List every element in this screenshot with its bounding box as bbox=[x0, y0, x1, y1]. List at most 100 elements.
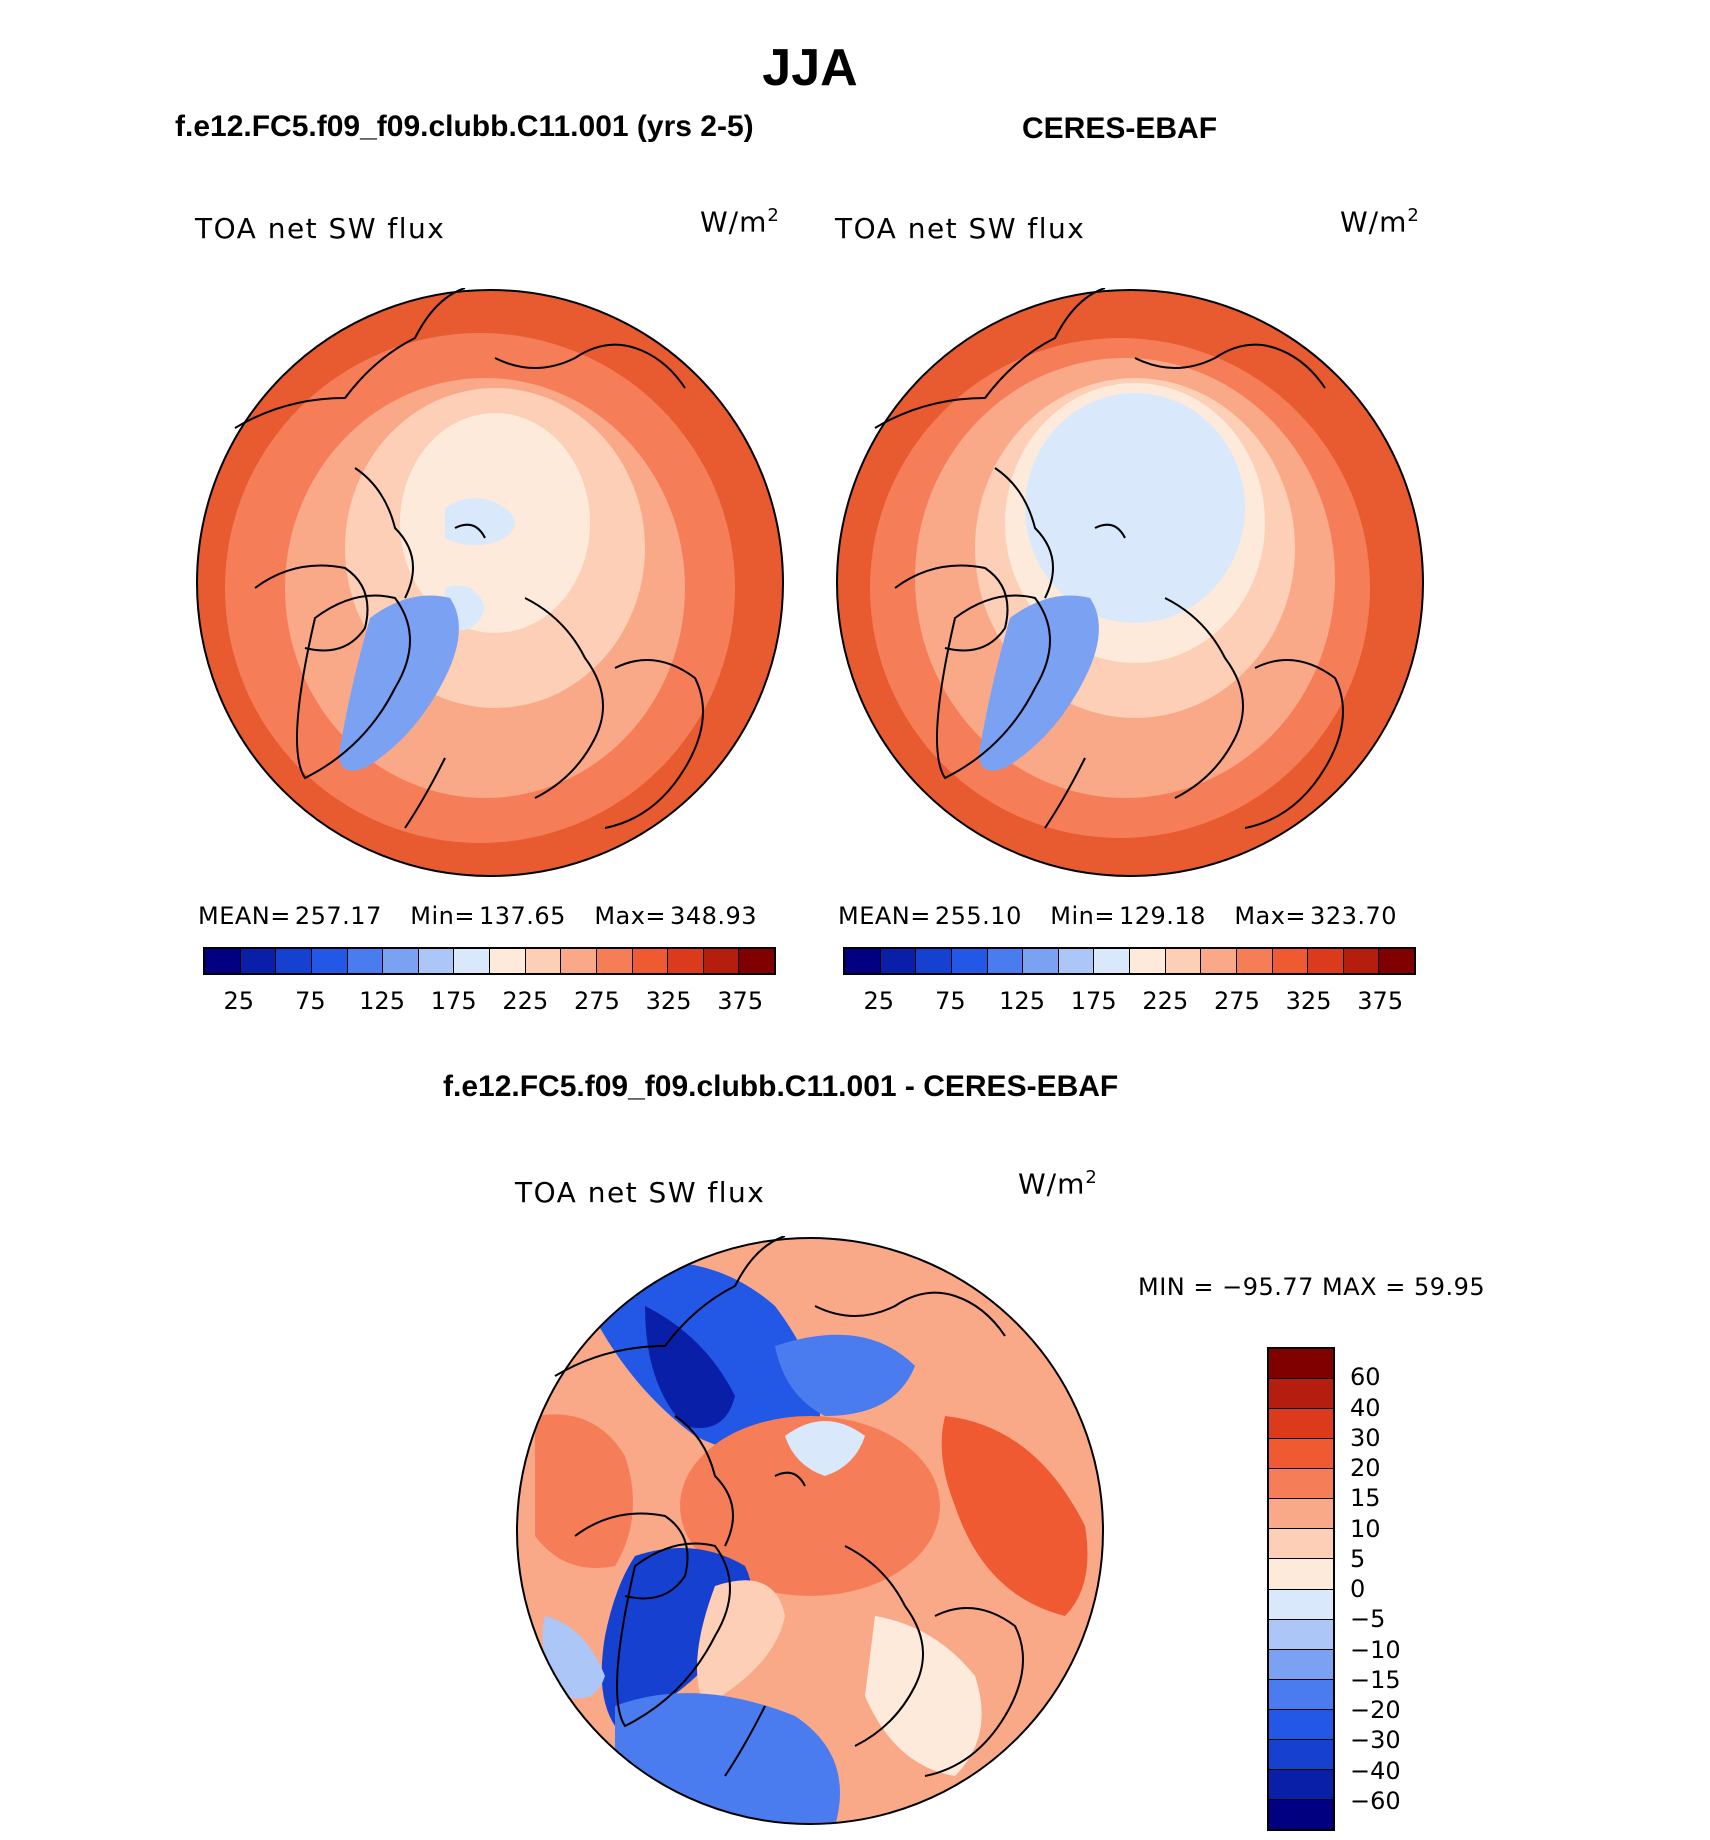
diff-minmax: MIN = −95.77 MAX = 59.95 bbox=[1138, 1273, 1486, 1301]
panel1-colorbar-ticks: 25 75 125 175 225 275 325 375 bbox=[203, 987, 776, 1017]
diff-strong-negative-north bbox=[645, 1306, 735, 1428]
colorbar-swatch bbox=[1269, 1379, 1333, 1410]
diff-positive-center bbox=[680, 1416, 940, 1596]
colorbar-swatch bbox=[383, 949, 419, 973]
panel1-colorbar bbox=[203, 947, 776, 975]
diff-coastlines bbox=[554, 1236, 1024, 1777]
panel1-ice-region bbox=[445, 498, 515, 631]
panel2-polar-map bbox=[836, 288, 1424, 877]
colorbar-swatch bbox=[880, 949, 917, 973]
panel2-colorbar bbox=[843, 947, 1416, 975]
diff-colorbar-ticks: 60 40 30 20 15 10 5 0 −5 −10 −15 −20 −30 −40 −60 bbox=[1350, 1347, 1430, 1831]
panel2-coastlines bbox=[874, 288, 1344, 829]
colorbar-swatch bbox=[1130, 949, 1166, 973]
colorbar-swatch bbox=[845, 949, 881, 973]
diff-weak-negative-southwest bbox=[542, 1616, 605, 1699]
colorbar-tick-label: 20 bbox=[1350, 1454, 1381, 1482]
colorbar-tick-label: −10 bbox=[1350, 1635, 1401, 1664]
diff-units: W/m2 bbox=[1018, 1167, 1098, 1201]
panel2-variable-label: TOA net SW flux bbox=[835, 212, 1086, 245]
panel1-map-border bbox=[196, 289, 784, 877]
panel1-stats: MEAN= 257.17 Min= 137.65 Max= 348.93 bbox=[198, 902, 758, 930]
colorbar-tick-label: −5 bbox=[1350, 1605, 1386, 1634]
colorbar-swatch bbox=[1269, 1769, 1333, 1800]
colorbar-swatch bbox=[1272, 949, 1309, 973]
colorbar-swatch bbox=[1308, 949, 1344, 973]
colorbar-tick-label: 125 bbox=[999, 987, 1045, 1015]
colorbar-swatch bbox=[1165, 949, 1202, 973]
colorbar-tick-label: 25 bbox=[863, 987, 895, 1015]
colorbar-swatch bbox=[1269, 1709, 1333, 1740]
colorbar-tick-label: 325 bbox=[1285, 987, 1332, 1015]
diff-positive-west bbox=[535, 1414, 633, 1568]
panel2-colorbar-ticks: 25 75 125 175 225 275 325 375 bbox=[843, 987, 1416, 1017]
diff-variable-label: TOA net SW flux bbox=[515, 1176, 766, 1209]
diff-case-title: f.e12.FC5.f09_f09.clubb.C11.001 - CERES-… bbox=[443, 1070, 1119, 1103]
colorbar-swatch bbox=[311, 949, 348, 973]
colorbar-swatch bbox=[1269, 1409, 1333, 1440]
colorbar-swatch bbox=[1269, 1619, 1333, 1650]
colorbar-tick-label: −15 bbox=[1350, 1665, 1401, 1694]
colorbar-tick-label: −30 bbox=[1350, 1726, 1401, 1755]
colorbar-tick-label: 40 bbox=[1350, 1393, 1381, 1422]
diff-negative-region-northeast bbox=[775, 1334, 915, 1416]
colorbar-tick-label: 375 bbox=[717, 987, 764, 1015]
colorbar-tick-label: 275 bbox=[574, 987, 620, 1015]
colorbar-swatch bbox=[668, 949, 704, 973]
colorbar-swatch bbox=[1236, 949, 1273, 973]
colorbar-swatch bbox=[951, 949, 988, 973]
colorbar-swatch bbox=[276, 949, 312, 973]
colorbar-tick-label: 225 bbox=[502, 987, 549, 1015]
colorbar-swatch bbox=[1058, 949, 1095, 973]
colorbar-swatch bbox=[916, 949, 952, 973]
panel1-units: W/m2 bbox=[700, 205, 780, 239]
colorbar-tick-label: 125 bbox=[359, 987, 405, 1015]
colorbar-swatch bbox=[1269, 1439, 1333, 1470]
diff-positive-greenland-interior bbox=[697, 1580, 785, 1706]
colorbar-tick-label: 60 bbox=[1350, 1363, 1381, 1392]
colorbar-tick-label: 30 bbox=[1350, 1423, 1381, 1452]
colorbar-swatch bbox=[454, 949, 490, 973]
colorbar-tick-label: 75 bbox=[935, 987, 966, 1015]
diff-polar-map bbox=[516, 1236, 1104, 1825]
colorbar-swatch bbox=[632, 949, 669, 973]
panel1-coastlines bbox=[234, 288, 704, 829]
diff-map-border bbox=[516, 1237, 1104, 1825]
colorbar-swatch bbox=[347, 949, 384, 973]
diff-colorbar bbox=[1267, 1347, 1335, 1831]
colorbar-swatch bbox=[561, 949, 597, 973]
colorbar-swatch bbox=[205, 949, 241, 973]
colorbar-tick-label: 175 bbox=[430, 987, 477, 1015]
colorbar-swatch bbox=[1379, 949, 1414, 973]
colorbar-tick-label: 175 bbox=[1070, 987, 1117, 1015]
colorbar-tick-label: −40 bbox=[1350, 1756, 1401, 1785]
colorbar-swatch bbox=[490, 949, 526, 973]
main-title: JJA bbox=[762, 39, 858, 97]
panel2-units: W/m2 bbox=[1340, 205, 1420, 239]
panel1-variable-label: TOA net SW flux bbox=[195, 212, 446, 245]
colorbar-tick-label: 10 bbox=[1350, 1514, 1381, 1543]
colorbar-tick-label: −60 bbox=[1350, 1786, 1401, 1815]
colorbar-swatch bbox=[1094, 949, 1130, 973]
colorbar-swatch bbox=[1201, 949, 1237, 973]
colorbar-swatch bbox=[418, 949, 455, 973]
panel2-stats: MEAN= 255.10 Min= 129.18 Max= 323.70 bbox=[838, 902, 1398, 930]
colorbar-tick-label: 15 bbox=[1350, 1484, 1381, 1513]
colorbar-swatch bbox=[739, 949, 774, 973]
panel1-polar-map bbox=[196, 288, 784, 877]
colorbar-tick-label: 5 bbox=[1350, 1544, 1366, 1573]
colorbar-swatch bbox=[703, 949, 740, 973]
diff-positive-east bbox=[941, 1416, 1088, 1616]
colorbar-swatch bbox=[1269, 1739, 1333, 1770]
colorbar-swatch bbox=[1269, 1799, 1333, 1829]
colorbar-swatch bbox=[240, 949, 277, 973]
colorbar-swatch bbox=[1269, 1529, 1333, 1560]
colorbar-swatch bbox=[1269, 1469, 1333, 1500]
panel2-ice-region bbox=[1025, 393, 1245, 623]
colorbar-tick-label: 375 bbox=[1357, 987, 1404, 1015]
colorbar-tick-label: 225 bbox=[1142, 987, 1189, 1015]
colorbar-swatch bbox=[1343, 949, 1380, 973]
colorbar-tick-label: 275 bbox=[1214, 987, 1260, 1015]
colorbar-swatch bbox=[525, 949, 562, 973]
colorbar-swatch bbox=[1269, 1349, 1333, 1380]
